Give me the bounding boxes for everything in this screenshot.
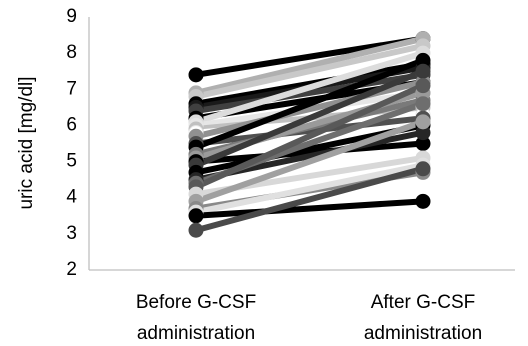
series-point	[415, 78, 431, 94]
x-tick-label: After G-CSF	[371, 292, 476, 313]
series-line	[193, 118, 426, 205]
y-tick-label: 6	[66, 114, 77, 135]
series-line	[193, 35, 426, 96]
series-line	[193, 42, 426, 100]
series-line	[193, 162, 426, 216]
series-point	[415, 96, 431, 112]
y-axis-title: uric acid [mg/dl]	[16, 76, 37, 209]
series-line	[193, 50, 426, 125]
series-line	[193, 140, 426, 165]
y-tick-label: 4	[66, 187, 77, 208]
series-point	[188, 208, 204, 224]
series-line	[193, 57, 426, 151]
y-tick-label: 2	[66, 259, 77, 280]
series-line	[193, 68, 426, 169]
y-axis-title-group: uric acid [mg/dl]	[16, 76, 37, 209]
series-point	[415, 193, 431, 209]
y-tick-label: 5	[66, 151, 77, 172]
x-tick-label: administration	[137, 323, 255, 344]
series-line	[193, 165, 426, 234]
series-line	[193, 71, 426, 114]
series-point	[188, 67, 204, 83]
y-tick-label: 9	[66, 6, 77, 27]
series-lines	[193, 35, 426, 234]
series-point	[415, 114, 431, 130]
series-line	[193, 82, 426, 190]
axes	[88, 17, 515, 271]
tick-labels: 2 3 4 5 6 7 8 9 Before G-CSF administration After …	[66, 6, 482, 344]
series-points	[188, 31, 431, 238]
y-tick-label: 3	[66, 223, 77, 244]
series-point	[188, 222, 204, 238]
series-line	[193, 79, 426, 140]
series-line	[193, 115, 426, 147]
x-tick-label: Before G-CSF	[136, 292, 256, 313]
x-tick-label: administration	[364, 323, 482, 344]
y-tick-label: 8	[66, 42, 77, 63]
y-tick-label: 7	[66, 78, 77, 99]
series-line	[193, 60, 426, 107]
series-point	[415, 161, 431, 177]
series-point	[415, 63, 431, 79]
series-line	[193, 198, 426, 219]
